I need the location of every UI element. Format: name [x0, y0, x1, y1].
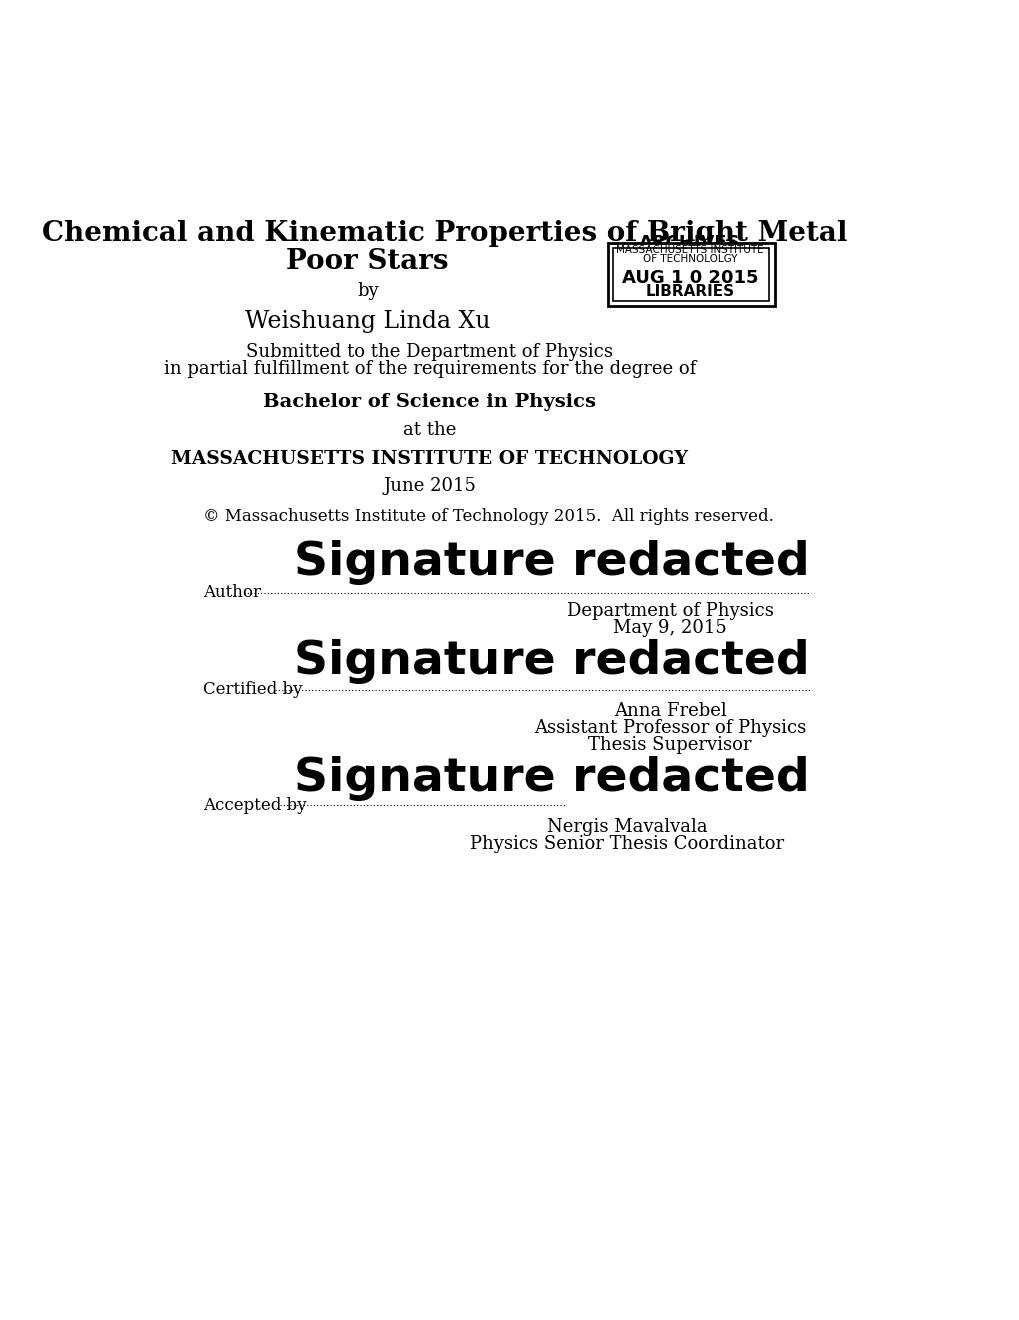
Text: June 2015: June 2015 — [383, 477, 476, 495]
Text: by: by — [357, 282, 378, 300]
Text: in partial fulfillment of the requirements for the degree of: in partial fulfillment of the requiremen… — [163, 360, 695, 379]
Text: Nergis Mavalvala: Nergis Mavalvala — [546, 818, 707, 836]
Text: at the: at the — [403, 421, 455, 440]
Text: MASSACHUSETTS INSTITUTE: MASSACHUSETTS INSTITUTE — [615, 246, 763, 255]
Bar — [612, 248, 768, 301]
Text: Submitted to the Department of Physics: Submitted to the Department of Physics — [246, 343, 612, 362]
Text: Poor Stars: Poor Stars — [286, 248, 448, 275]
Text: Physics Senior Thesis Coordinator: Physics Senior Thesis Coordinator — [470, 834, 784, 853]
Text: © Massachusetts Institute of Technology 2015.  All rights reserved.: © Massachusetts Institute of Technology … — [203, 508, 772, 525]
Text: MASSACHUSETTS INSTITUTE OF TECHNOLOGY: MASSACHUSETTS INSTITUTE OF TECHNOLOGY — [171, 450, 688, 467]
Text: Signature redacted: Signature redacted — [293, 540, 809, 585]
Bar — [607, 243, 773, 306]
Text: Signature redacted: Signature redacted — [293, 756, 809, 801]
Text: Accepted by: Accepted by — [203, 797, 306, 813]
Text: Weishuang Linda Xu: Weishuang Linda Xu — [245, 310, 490, 333]
Text: May 9, 2015: May 9, 2015 — [612, 619, 727, 638]
Text: Anna Frebel: Anna Frebel — [613, 702, 726, 721]
Text: Certified by: Certified by — [203, 681, 302, 698]
Text: AUG 1 0 2015: AUG 1 0 2015 — [622, 269, 758, 286]
Text: Bachelor of Science in Physics: Bachelor of Science in Physics — [263, 393, 596, 412]
Text: Assistant Professor of Physics: Assistant Professor of Physics — [533, 719, 805, 737]
Text: OF TECHNOLOLGY: OF TECHNOLOLGY — [642, 253, 737, 264]
Text: Signature redacted: Signature redacted — [293, 639, 809, 685]
Text: ARCHIVES: ARCHIVES — [639, 234, 740, 252]
Text: Chemical and Kinematic Properties of Bright Metal: Chemical and Kinematic Properties of Bri… — [43, 220, 847, 247]
Text: Department of Physics: Department of Physics — [566, 602, 772, 620]
Text: Thesis Supervisor: Thesis Supervisor — [588, 737, 751, 754]
Text: LIBRARIES: LIBRARIES — [645, 284, 734, 298]
Text: Author: Author — [203, 585, 261, 601]
